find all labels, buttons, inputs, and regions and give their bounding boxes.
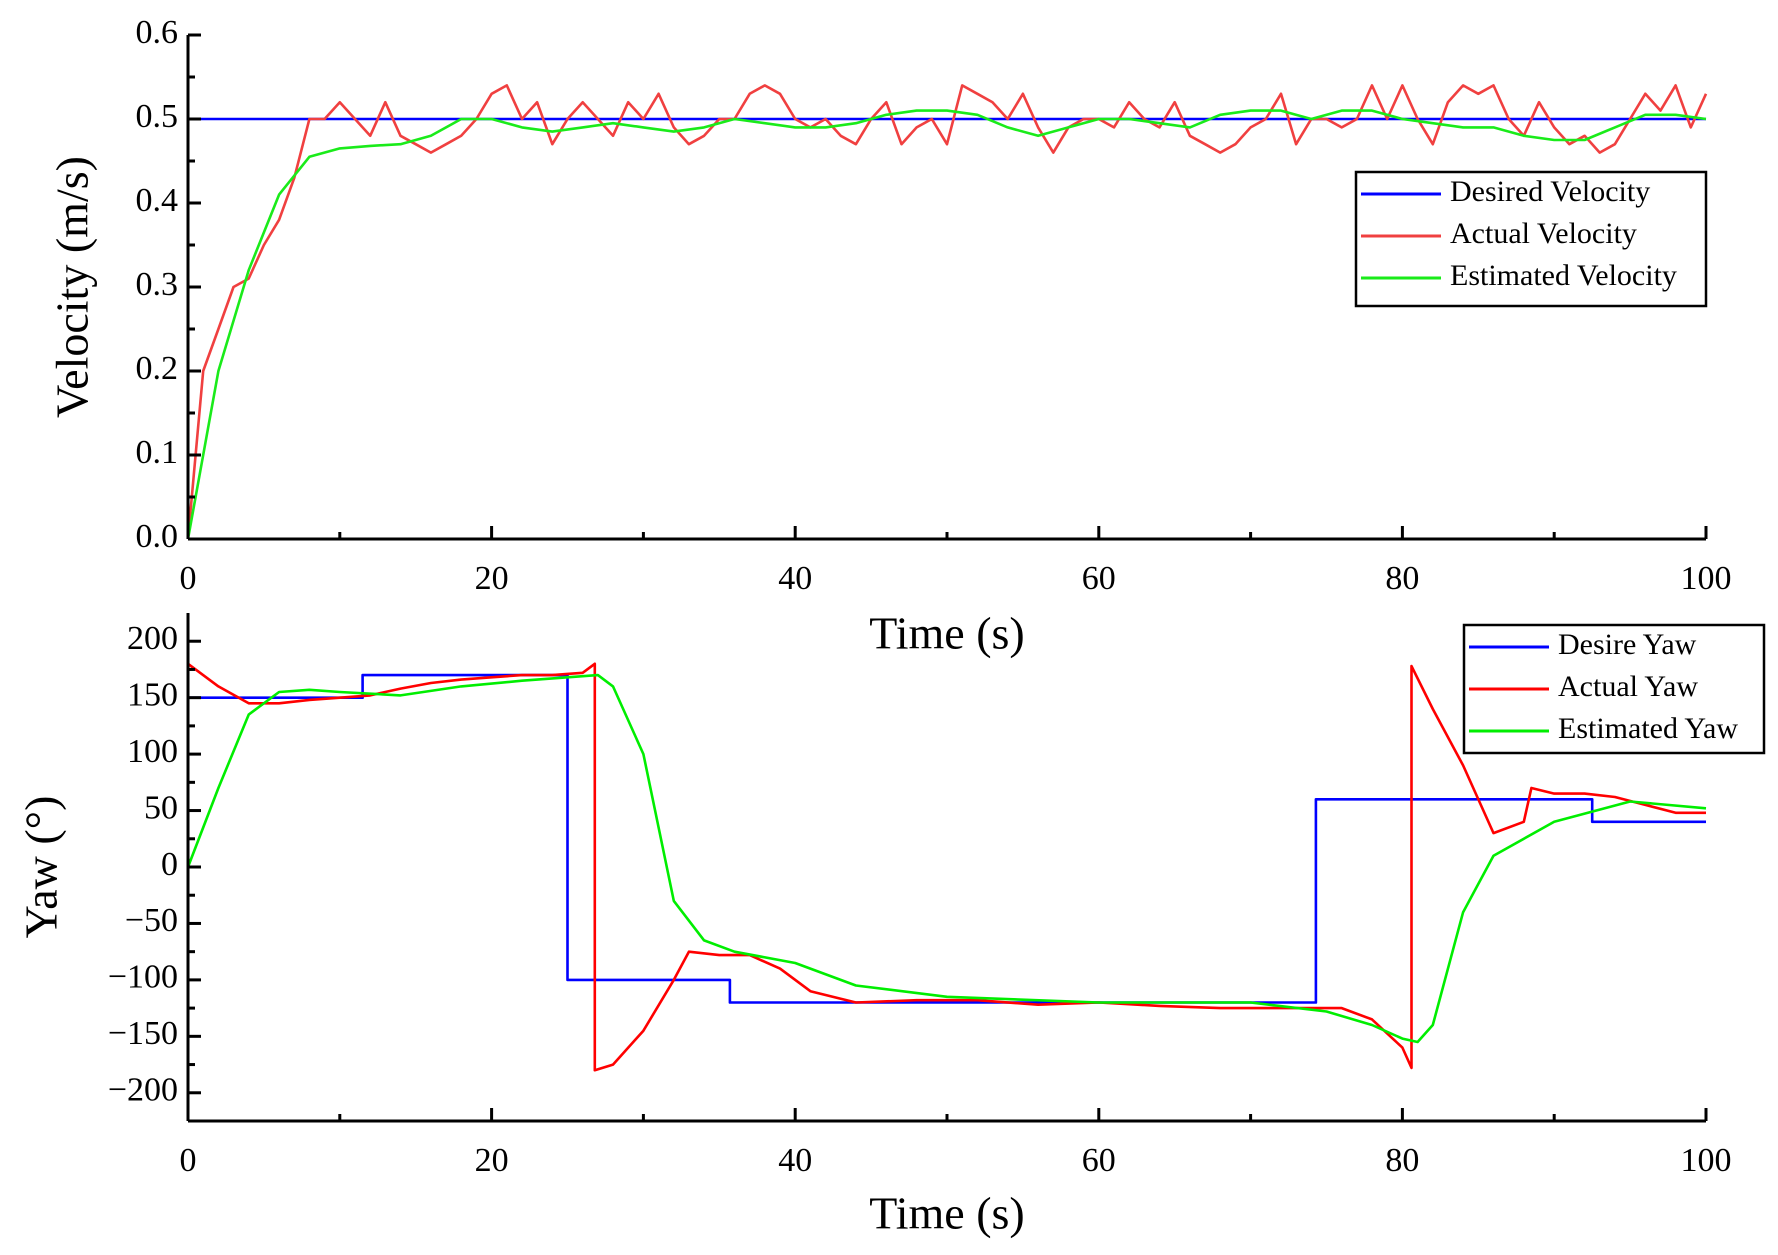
y-tick-label: 200 [127, 620, 178, 657]
y-tick-label: 150 [127, 676, 178, 713]
data-line [186, 84, 1708, 540]
data-line [186, 109, 1707, 540]
x-tick-label: 40 [778, 1142, 812, 1179]
y-tick-label: 0.5 [136, 98, 179, 135]
legend-label: Estimated Yaw [1558, 712, 1738, 745]
x-tick-label: 40 [778, 560, 812, 597]
data-line [186, 673, 1707, 1044]
x-axis-title: Time (s) [869, 1188, 1025, 1239]
x-tick-label: 60 [1082, 1142, 1116, 1179]
x-tick-label: 80 [1385, 1142, 1419, 1179]
data-line [187, 662, 1706, 1072]
y-tick-label: 0.6 [136, 14, 179, 51]
x-tick-label: 60 [1082, 560, 1116, 597]
data-line [188, 673, 1706, 1004]
x-axis-title: Time (s) [869, 608, 1025, 659]
y-tick-label: 0 [161, 846, 178, 883]
y-axis-title: Velocity (m/s) [47, 156, 98, 418]
x-tick-label: 0 [180, 1142, 197, 1179]
y-tick-label: 100 [127, 733, 178, 770]
y-tick-label: −200 [108, 1072, 178, 1109]
legend-label: Actual Yaw [1558, 670, 1698, 703]
y-tick-label: −100 [108, 959, 178, 996]
legend-label: Desired Velocity [1450, 175, 1650, 208]
y-tick-label: 50 [144, 789, 178, 826]
legend-label: Estimated Velocity [1450, 259, 1677, 292]
x-tick-label: 0 [180, 560, 197, 597]
y-axis-title: Yaw (°) [16, 796, 67, 939]
y-tick-label: 0.1 [136, 434, 179, 471]
x-tick-label: 20 [475, 560, 509, 597]
x-tick-label: 80 [1385, 560, 1419, 597]
x-tick-label: 100 [1681, 560, 1732, 597]
y-tick-label: 0.3 [136, 266, 179, 303]
x-tick-label: 20 [475, 1142, 509, 1179]
y-tick-label: −150 [108, 1015, 178, 1052]
x-tick-label: 100 [1681, 1142, 1732, 1179]
y-tick-label: 0.2 [136, 350, 179, 387]
y-tick-label: 0.4 [136, 182, 179, 219]
y-tick-label: 0.0 [136, 518, 179, 555]
y-tick-label: −50 [125, 902, 178, 939]
legend-label: Desire Yaw [1558, 628, 1697, 661]
legend-label: Actual Velocity [1450, 217, 1637, 250]
